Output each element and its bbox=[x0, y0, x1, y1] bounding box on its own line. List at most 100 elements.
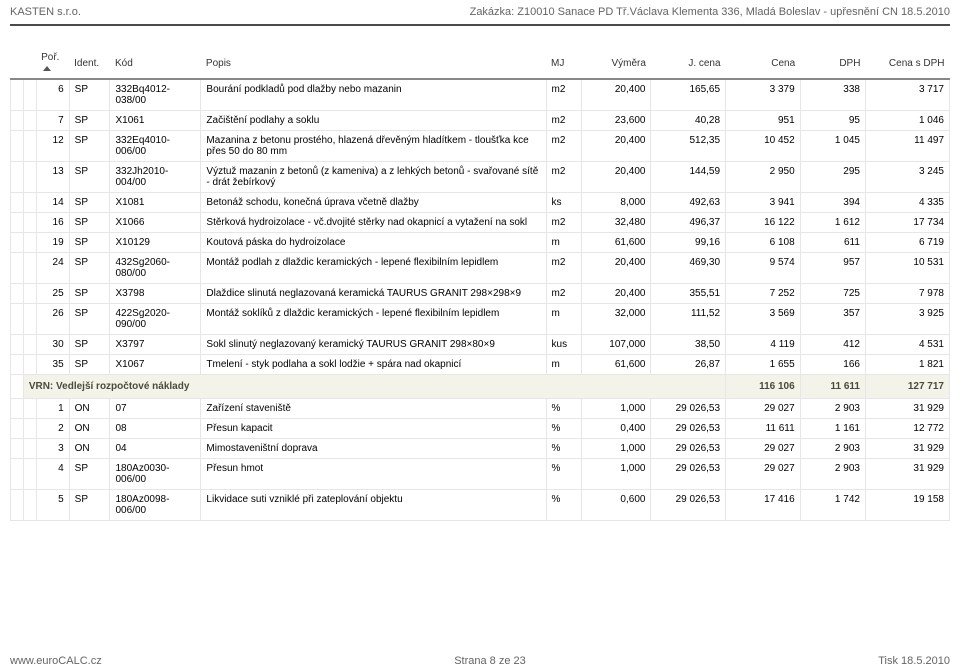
cell-jcena: 165,65 bbox=[651, 79, 726, 111]
cell-level2 bbox=[23, 79, 36, 111]
table-container: Poř. Ident. Kód Popis MJ Výměra J. cena … bbox=[10, 48, 950, 521]
cell-vymera: 20,400 bbox=[581, 284, 651, 304]
cell-cena: 9 574 bbox=[726, 253, 801, 284]
cell-vymera: 0,400 bbox=[581, 419, 651, 439]
cell-popis: Stěrková hydroizolace - vč.dvojité stěrk… bbox=[201, 213, 546, 233]
header-divider bbox=[10, 24, 950, 26]
cell-jcena: 29 026,53 bbox=[651, 419, 726, 439]
cell-cena: 16 122 bbox=[726, 213, 801, 233]
cell-sdph: 3 925 bbox=[865, 304, 949, 335]
cell-dph: 2 903 bbox=[800, 439, 865, 459]
cell-mj: m2 bbox=[546, 79, 581, 111]
cell-sdph: 12 772 bbox=[865, 419, 949, 439]
table-row: 25SPX3798Dlaždice slinutá neglazovaná ke… bbox=[11, 284, 950, 304]
cell-ident: ON bbox=[69, 399, 110, 419]
cell-sdph: 1 046 bbox=[865, 111, 949, 131]
table-row: 26SP422Sg2020-090/00Montáž soklíků z dla… bbox=[11, 304, 950, 335]
cell-dph: 295 bbox=[800, 162, 865, 193]
col-mj-label: MJ bbox=[551, 58, 564, 69]
cell-level2 bbox=[23, 490, 36, 521]
cell-vymera: 1,000 bbox=[581, 459, 651, 490]
cell-por: 5 bbox=[36, 490, 69, 521]
cell-ident: SP bbox=[69, 304, 110, 335]
col-dph[interactable]: DPH bbox=[800, 48, 865, 79]
cell-level1 bbox=[11, 355, 24, 375]
table-row: 2ON08Přesun kapacit%0,40029 026,5311 611… bbox=[11, 419, 950, 439]
cell-ident: SP bbox=[69, 213, 110, 233]
cell-kod: X1061 bbox=[110, 111, 201, 131]
cell-jcena: 355,51 bbox=[651, 284, 726, 304]
cell-level1 bbox=[11, 162, 24, 193]
cell-cena: 2 950 bbox=[726, 162, 801, 193]
cell-mj: m2 bbox=[546, 253, 581, 284]
vrn-label: VRN: Vedlejší rozpočtové náklady bbox=[23, 375, 725, 399]
col-ident[interactable]: Ident. bbox=[69, 48, 110, 79]
cell-sdph: 31 929 bbox=[865, 439, 949, 459]
cell-ident: SP bbox=[69, 490, 110, 521]
table-row: 7SPX1061Začištění podlahy a soklum223,60… bbox=[11, 111, 950, 131]
cell-por: 4 bbox=[36, 459, 69, 490]
cell-dph: 611 bbox=[800, 233, 865, 253]
page-header: KASTEN s.r.o. Zakázka: Z10010 Sanace PD … bbox=[0, 0, 960, 22]
cell-vymera: 61,600 bbox=[581, 355, 651, 375]
cell-ident: SP bbox=[69, 284, 110, 304]
col-por[interactable]: Poř. bbox=[36, 48, 69, 79]
col-mj[interactable]: MJ bbox=[546, 48, 581, 79]
cell-cena: 6 108 bbox=[726, 233, 801, 253]
cell-level1 bbox=[11, 419, 24, 439]
cell-popis: Mimostaveništní doprava bbox=[201, 439, 546, 459]
cell-por: 26 bbox=[36, 304, 69, 335]
cell-level1 bbox=[11, 439, 24, 459]
col-cena-label: Cena bbox=[771, 58, 795, 69]
cell-jcena: 29 026,53 bbox=[651, 459, 726, 490]
cell-sdph: 10 531 bbox=[865, 253, 949, 284]
cell-mj: m2 bbox=[546, 162, 581, 193]
cell-popis: Výztuž mazanin z betonů (z kameniva) a z… bbox=[201, 162, 546, 193]
cell-por: 6 bbox=[36, 79, 69, 111]
cell-level2 bbox=[23, 439, 36, 459]
cell-kod: 332Bq4012-038/00 bbox=[110, 79, 201, 111]
cell-jcena: 512,35 bbox=[651, 131, 726, 162]
cell-kod: X1081 bbox=[110, 193, 201, 213]
cell-sdph: 3 717 bbox=[865, 79, 949, 111]
cell-kod: X1067 bbox=[110, 355, 201, 375]
cell-vymera: 1,000 bbox=[581, 439, 651, 459]
cell-ident: SP bbox=[69, 79, 110, 111]
cell-ident: SP bbox=[69, 355, 110, 375]
cell-por: 14 bbox=[36, 193, 69, 213]
col-sdph[interactable]: Cena s DPH bbox=[865, 48, 949, 79]
col-sdph-label: Cena s DPH bbox=[889, 58, 945, 69]
col-popis[interactable]: Popis bbox=[201, 48, 546, 79]
col-popis-label: Popis bbox=[206, 58, 231, 69]
cell-cena: 29 027 bbox=[726, 439, 801, 459]
col-vymera[interactable]: Výměra bbox=[581, 48, 651, 79]
footer-print: Tisk 18.5.2010 bbox=[878, 655, 950, 667]
cell-popis: Koutová páska do hydroizolace bbox=[201, 233, 546, 253]
cell-dph: 1 045 bbox=[800, 131, 865, 162]
cell-mj: ks bbox=[546, 193, 581, 213]
cell-mj: m2 bbox=[546, 131, 581, 162]
cell-por: 12 bbox=[36, 131, 69, 162]
cell-vymera: 107,000 bbox=[581, 335, 651, 355]
cell-jcena: 469,30 bbox=[651, 253, 726, 284]
sort-asc-icon bbox=[43, 66, 51, 71]
cell-ident: SP bbox=[69, 162, 110, 193]
cell-mj: % bbox=[546, 419, 581, 439]
cell-popis: Bourání podkladů pod dlažby nebo mazanin bbox=[201, 79, 546, 111]
col-kod[interactable]: Kód bbox=[110, 48, 201, 79]
col-cena[interactable]: Cena bbox=[726, 48, 801, 79]
col-jcena-label: J. cena bbox=[688, 58, 720, 69]
cell-popis: Montáž soklíků z dlaždic keramických - l… bbox=[201, 304, 546, 335]
cell-popis: Přesun hmot bbox=[201, 459, 546, 490]
cell-level2 bbox=[23, 253, 36, 284]
col-jcena[interactable]: J. cena bbox=[651, 48, 726, 79]
cell-ident: ON bbox=[69, 419, 110, 439]
col-level1 bbox=[11, 48, 24, 79]
cell-vymera: 23,600 bbox=[581, 111, 651, 131]
cell-vymera: 20,400 bbox=[581, 131, 651, 162]
cell-level1 bbox=[11, 375, 24, 399]
cell-jcena: 496,37 bbox=[651, 213, 726, 233]
cell-cena: 1 655 bbox=[726, 355, 801, 375]
cell-cena: 3 379 bbox=[726, 79, 801, 111]
cell-level2 bbox=[23, 419, 36, 439]
